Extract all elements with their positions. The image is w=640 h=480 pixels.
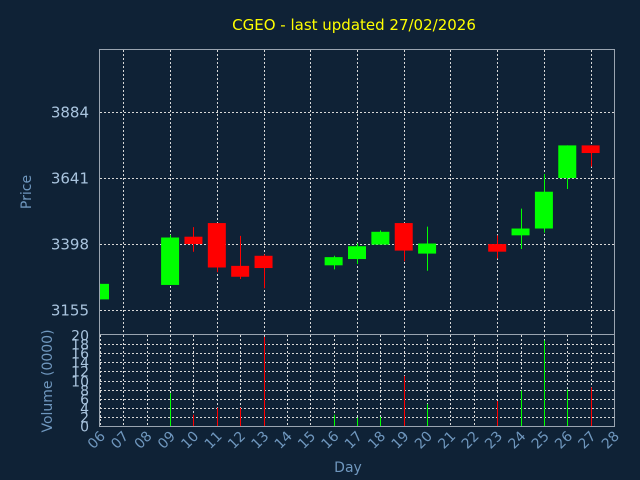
price-ticks: 3155 3398 3641 3884 — [51, 104, 89, 320]
volume-axis-label: Volume (0000) — [40, 329, 56, 432]
x-tick-label: 21 — [435, 429, 459, 453]
x-tick-label: 18 — [365, 429, 389, 453]
x-tick-label: 16 — [319, 428, 343, 452]
volume-tick-label: 20 — [71, 329, 89, 345]
candle-body — [558, 145, 577, 179]
price-tick-label: 3641 — [51, 170, 89, 188]
candle-body — [100, 283, 109, 300]
candles — [100, 145, 600, 300]
x-tick-label: 19 — [389, 429, 413, 453]
x-tick-label: 23 — [482, 429, 506, 453]
x-axis-label: Day — [334, 460, 362, 476]
candle-body — [394, 223, 413, 251]
x-axis-ticks: 06 07 08 09 10 11 12 13 14 15 16 17 18 19 20 21 22 23 24 25… — [85, 428, 623, 452]
volume-tick-label: 2 — [80, 411, 89, 427]
price-tick-label: 3884 — [51, 104, 89, 122]
candle-body — [324, 257, 343, 266]
candle-body — [184, 236, 203, 245]
candle-body — [511, 228, 530, 236]
x-tick-label: 28 — [599, 429, 623, 453]
candle-body — [581, 145, 600, 154]
x-tick-label: 27 — [576, 429, 600, 453]
x-tick-label: 22 — [459, 429, 483, 453]
candle-body — [534, 191, 553, 229]
x-tick-label: 10 — [178, 429, 202, 453]
volume-tick-label: 14 — [71, 356, 89, 372]
candle-body — [488, 244, 507, 252]
volume-tick-label: 18 — [71, 338, 89, 354]
volume-grid — [100, 335, 615, 426]
volume-bars — [170, 336, 592, 426]
volume-panel-frame — [99, 334, 615, 427]
price-tick-label: 3155 — [51, 302, 89, 320]
candle-body — [161, 237, 180, 285]
x-tick-label: 09 — [155, 429, 179, 453]
x-tick-label: 07 — [108, 429, 132, 453]
x-tick-label: 15 — [295, 429, 319, 453]
volume-tick-label: 8 — [80, 384, 89, 400]
x-tick-label: 13 — [248, 429, 272, 453]
x-tick-label: 25 — [529, 429, 553, 453]
candle-body — [254, 255, 273, 269]
volume-tick-label: 6 — [80, 393, 89, 409]
candle-body — [348, 246, 366, 260]
x-tick-label: 24 — [505, 428, 529, 452]
x-tick-label: 12 — [225, 429, 249, 453]
volume-tick-label: 12 — [71, 365, 89, 381]
x-tick-label: 26 — [552, 428, 576, 452]
volume-tick-label: 16 — [71, 347, 89, 363]
candle-body — [207, 223, 226, 268]
x-tick-label: 08 — [132, 429, 156, 453]
x-tick-label: 20 — [412, 429, 436, 453]
volume-tick-label: 4 — [80, 402, 89, 418]
chart-title: CGEO - last updated 27/02/2026 — [232, 16, 476, 34]
x-tick-label: 17 — [342, 429, 366, 453]
price-axis-label: Price — [19, 175, 35, 209]
candle-body — [371, 231, 390, 245]
price-tick-label: 3398 — [51, 236, 89, 254]
x-tick-label: 11 — [202, 429, 226, 453]
volume-tick-label: 0 — [80, 420, 89, 436]
x-tick-label: 14 — [272, 428, 296, 452]
candle-body — [418, 243, 437, 254]
candle-body — [231, 265, 250, 277]
volume-tick-label: 10 — [71, 375, 89, 391]
